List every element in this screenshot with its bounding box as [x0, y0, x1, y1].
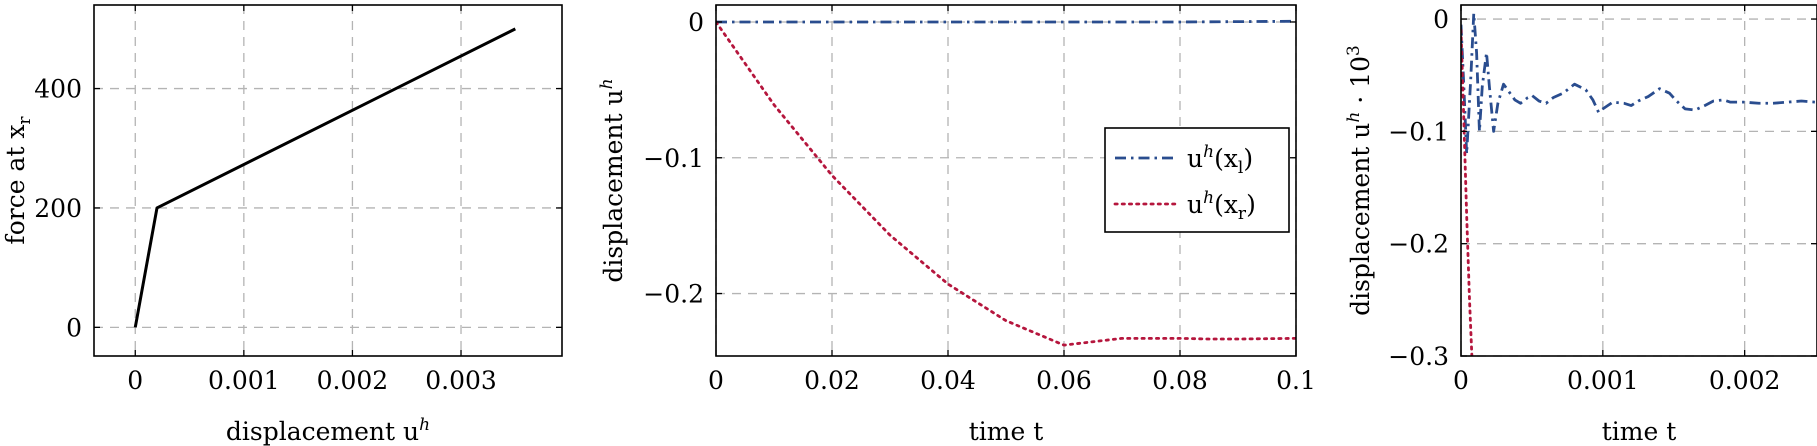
series-line-0: [1461, 12, 1816, 156]
x-tick-label: 0.001: [208, 366, 280, 395]
y-tick-label: 0: [1433, 5, 1449, 34]
x-tick-label: 0.08: [1152, 366, 1208, 395]
y-tick-label: 200: [34, 194, 82, 223]
y-tick-label: −0.3: [1388, 342, 1449, 371]
x-tick-label: 0.003: [425, 366, 497, 395]
y-tick-label: −0.2: [643, 280, 704, 309]
x-tick-label: 0.002: [1709, 366, 1781, 395]
series-line-0: [133, 27, 516, 328]
y-tick-label: 0: [66, 313, 82, 342]
x-tick-label: 0: [1453, 366, 1469, 395]
x-tick-label: 0.06: [1036, 366, 1092, 395]
chart-panel-displacement-time: 0 0.02 0.04 0.06 0.08 0.1 0 −0.1 −0.2 time t displ…: [597, 4, 1316, 446]
x-axis-label: time t: [969, 417, 1044, 446]
x-axis-label: time t: [1602, 417, 1677, 446]
y-tick-label: 0: [688, 8, 704, 37]
y-axis-label: displacement uh · 103: [1344, 45, 1375, 316]
x-tick-label: 0.001: [1567, 366, 1639, 395]
series-line-1: [716, 20, 1296, 347]
x-tick-label: 0.04: [920, 366, 976, 395]
series-line-1: [1461, 28, 1474, 356]
y-tick-label: −0.1: [643, 144, 704, 173]
x-axis-label: displacement uh: [226, 415, 430, 446]
y-tick-label: −0.1: [1388, 117, 1449, 146]
x-tick-label: 0.1: [1276, 366, 1316, 395]
x-tick-label: 0.02: [804, 366, 860, 395]
x-tick-label: 0.002: [317, 366, 389, 395]
plot-frame: [715, 4, 1297, 357]
legend-label: uh(xl): [1187, 142, 1253, 178]
y-tick-label: −0.2: [1388, 230, 1449, 259]
legend: uh(xl) uh(xr): [1104, 127, 1290, 233]
chart-panel-displacement-time-zoom: 0 0.001 0.002 0 −0.1 −0.2 −0.3 time t displaceme…: [1344, 4, 1817, 446]
legend-box: [1104, 127, 1290, 233]
plot-frame: [1460, 4, 1817, 357]
plot-frame: [93, 4, 563, 357]
x-tick-label: 0: [127, 366, 143, 395]
y-axis-label: force at xr: [1, 116, 35, 245]
y-tick-label: 400: [34, 75, 82, 104]
x-tick-label: 0: [708, 366, 724, 395]
y-axis-label: displacement uh: [597, 78, 628, 282]
series-line-0: [716, 19, 1296, 24]
chart-panel-force-displacement: 0 0.001 0.002 0.003 0 200 400 displacement uh fo…: [1, 4, 563, 446]
legend-label: uh(xr): [1187, 188, 1256, 224]
